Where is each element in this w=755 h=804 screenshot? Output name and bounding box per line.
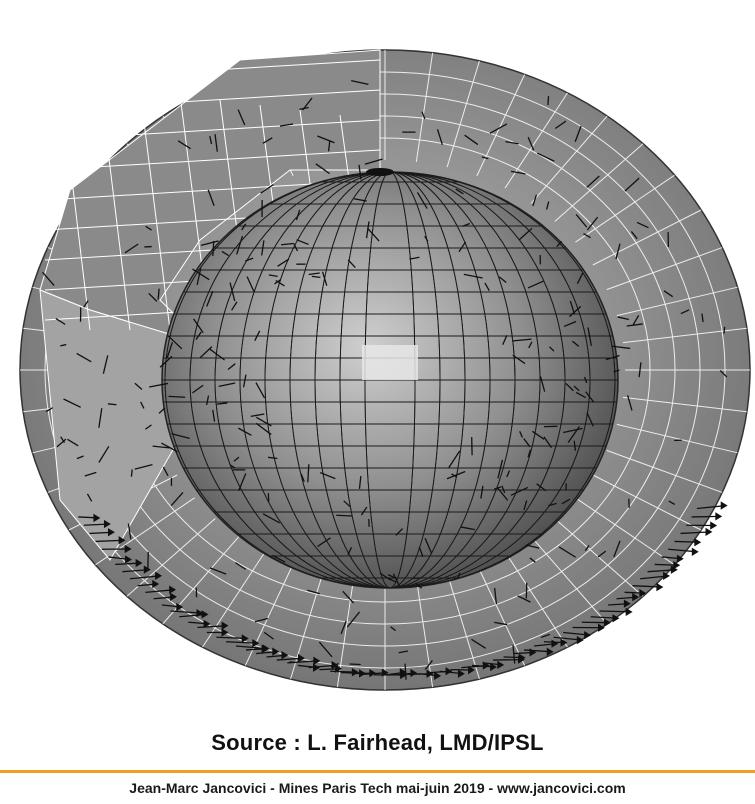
source-caption: Source : L. Fairhead, LMD/IPSL xyxy=(211,730,544,755)
globe xyxy=(161,171,619,589)
north-pole-marker xyxy=(366,168,394,176)
orange-divider xyxy=(0,770,755,773)
wind-vectors xyxy=(42,79,728,680)
footer-credit: Jean-Marc Jancovici - Mines Paris Tech m… xyxy=(129,780,626,796)
climate-model-grid-diagram xyxy=(19,49,751,691)
